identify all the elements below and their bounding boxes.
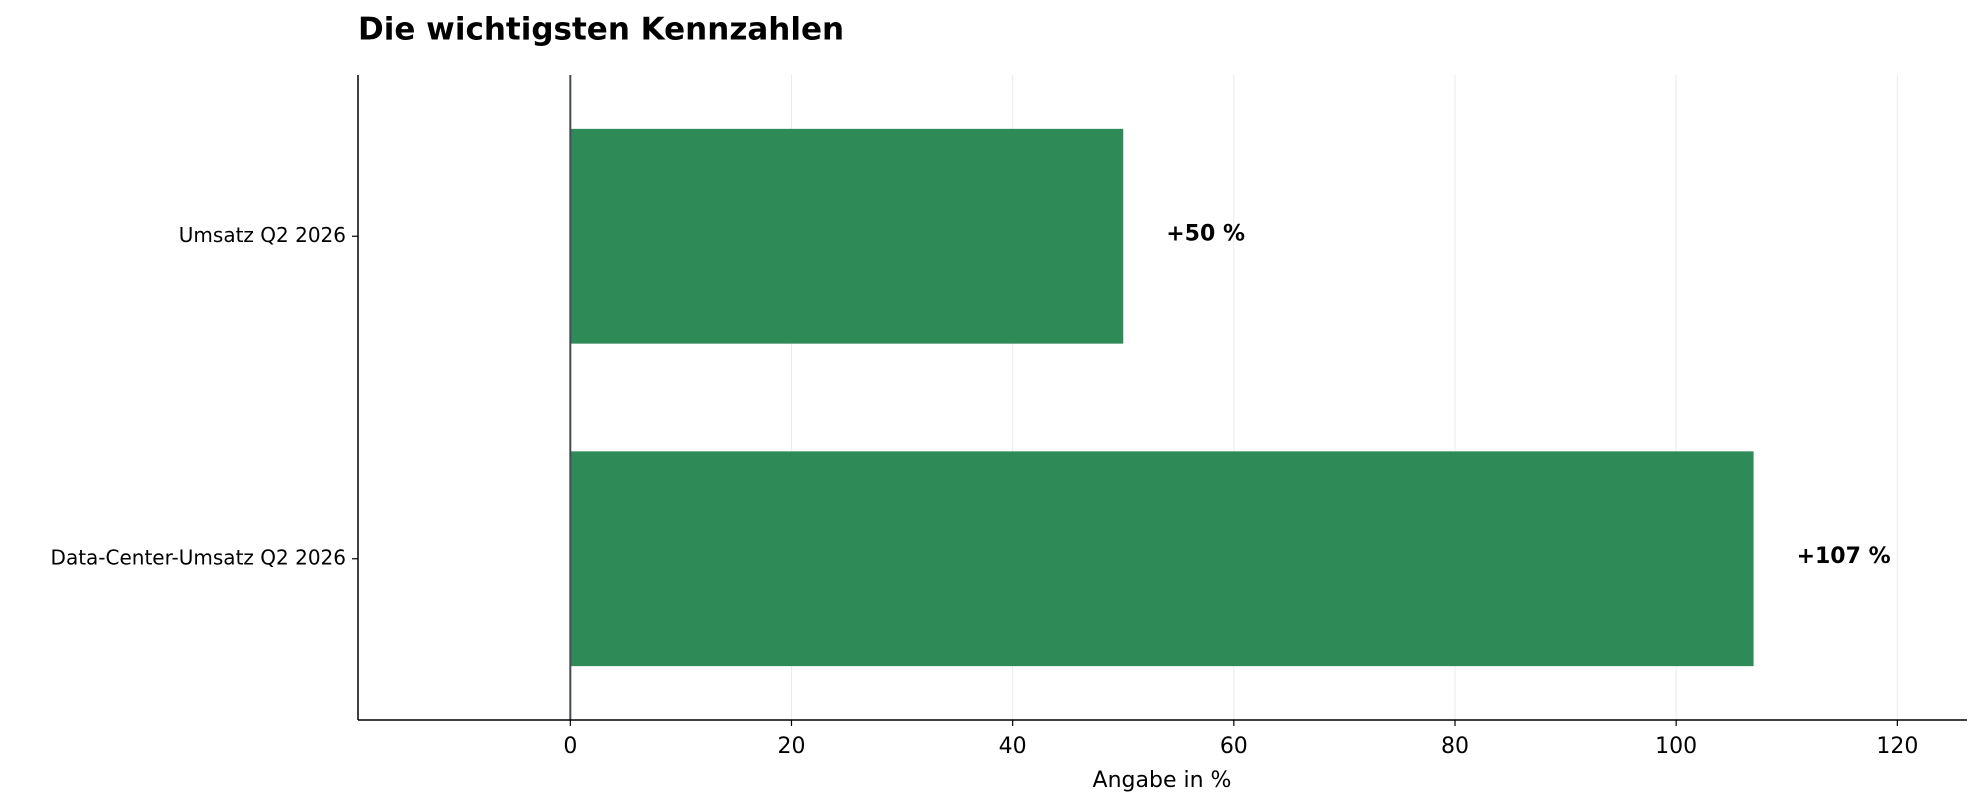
- bar: [570, 451, 1754, 667]
- x-tick-label: 80: [1441, 734, 1469, 759]
- x-tick-label: 0: [563, 734, 577, 759]
- y-tick-label: Umsatz Q2 2026: [179, 223, 346, 247]
- bar: [570, 128, 1124, 344]
- x-tick-label: 20: [777, 734, 805, 759]
- value-label: +107 %: [1797, 544, 1891, 569]
- x-tick-label: 60: [1220, 734, 1248, 759]
- chart-title: Die wichtigsten Kennzahlen: [358, 12, 844, 48]
- x-axis-label: Angabe in %: [1093, 768, 1232, 793]
- x-tick-label: 100: [1655, 734, 1697, 759]
- x-tick-label: 40: [999, 734, 1027, 759]
- value-label: +50 %: [1166, 221, 1245, 246]
- x-tick-label: 120: [1876, 734, 1918, 759]
- y-tick-label: Data-Center-Umsatz Q2 2026: [51, 545, 346, 569]
